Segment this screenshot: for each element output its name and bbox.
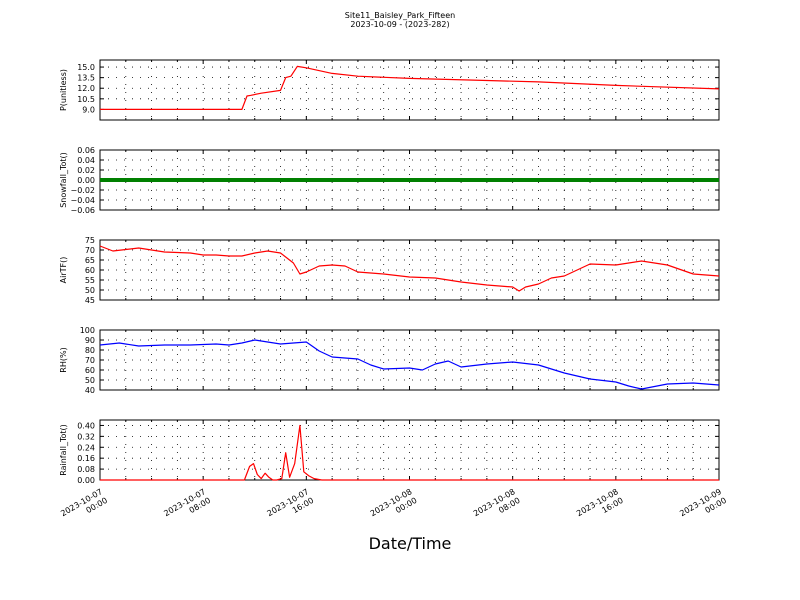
panel-3-ytick-label: 45 — [85, 296, 95, 305]
panel-3-ylabel: AirTF() — [59, 257, 68, 284]
panel-1-ylabel: P(unitless) — [59, 69, 68, 111]
panel-4-ytick-label: 50 — [85, 376, 95, 385]
panel-4-ytick-label: 40 — [85, 386, 95, 395]
panel-2-ytick-label: 0.00 — [77, 176, 95, 185]
panel-3-ytick-label: 50 — [85, 286, 95, 295]
panel-4-ytick-label: 80 — [85, 346, 95, 355]
panel-2-ytick-label: 0.06 — [77, 146, 95, 155]
panel-5-ytick-label: 0.32 — [77, 432, 95, 441]
chart-title: Site11_Baisley_Park_Fifteen — [344, 11, 456, 20]
panel-2-ytick-label: 0.04 — [77, 156, 95, 165]
panel-5-series-line — [100, 424, 719, 481]
panel-2-ytick-label: −0.06 — [70, 206, 95, 215]
x-tick-label: 2023-10-0708:00 — [162, 487, 212, 527]
panel-1-ytick-label: 10.5 — [77, 95, 95, 104]
panel-2-ytick-label: −0.04 — [70, 196, 95, 205]
panel-1-ytick-label: 15.0 — [77, 63, 95, 72]
panel-4-ytick-label: 90 — [85, 336, 95, 345]
x-tick-label: 2023-10-0900:00 — [678, 487, 728, 527]
panel-5-ytick-label: 0.24 — [77, 443, 95, 452]
chart-subtitle: 2023-10-09 - (2023-282) — [350, 20, 450, 29]
panel-3-ytick-label: 65 — [85, 256, 95, 265]
x-tick-label: 2023-10-0700:00 — [59, 487, 109, 527]
panel-3-series-line — [99, 245, 720, 292]
panel-5-ytick-label: 0.00 — [77, 476, 95, 485]
panel-1-series-line — [100, 65, 720, 111]
panel-1-ytick-label: 13.5 — [77, 74, 95, 83]
panel-1-ytick-label: 12.0 — [77, 84, 95, 93]
panel-5-ylabel: Rainfall_Tot() — [59, 424, 68, 476]
x-tick-label: 2023-10-0808:00 — [472, 487, 522, 527]
panel-2-ytick-label: 0.02 — [77, 166, 95, 175]
panel-3-ytick-label: 75 — [85, 236, 95, 245]
panel-3-ytick-label: 60 — [85, 266, 95, 275]
panel-5-ytick-label: 0.16 — [77, 454, 95, 463]
panel-5-ytick-label: 0.40 — [77, 421, 95, 430]
panel-3-ytick-label: 55 — [85, 276, 95, 285]
x-tick-label: 2023-10-0800:00 — [369, 487, 419, 527]
panel-4-ytick-label: 60 — [85, 366, 95, 375]
panel-5-ytick-label: 0.08 — [77, 465, 95, 474]
panel-3-ytick-label: 70 — [85, 246, 95, 255]
panel-4-ytick-label: 70 — [85, 356, 95, 365]
x-axis-label: Date/Time — [368, 534, 452, 553]
panel-2-ytick-label: −0.02 — [70, 186, 95, 195]
panel-4-ytick-label: 100 — [80, 326, 95, 335]
x-tick-label: 2023-10-0716:00 — [266, 487, 316, 527]
panel-1-ytick-label: 9.0 — [82, 105, 95, 114]
panel-4-series-line — [99, 339, 720, 390]
x-tick-label: 2023-10-0816:00 — [575, 487, 625, 527]
panel-2-ylabel: Snowfall_Tot() — [59, 152, 68, 208]
panel-4-ylabel: RH(%) — [59, 347, 68, 372]
